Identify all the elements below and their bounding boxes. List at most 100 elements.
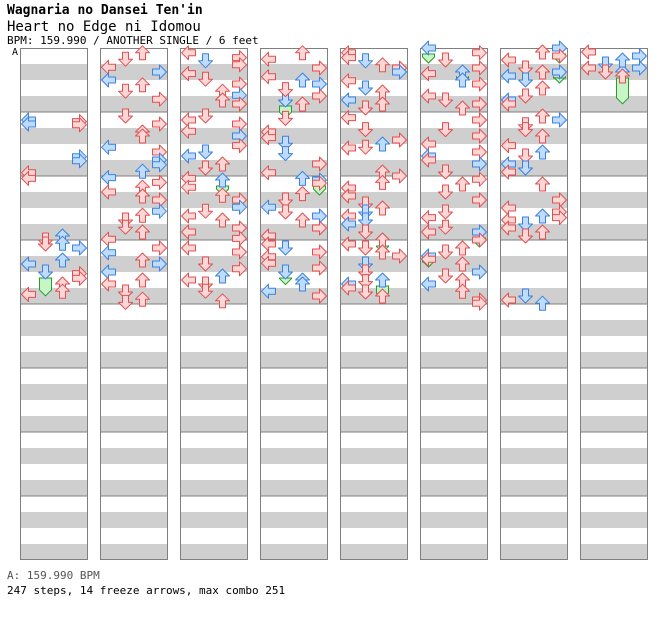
arrow-left-icon — [581, 60, 596, 76]
beat-stripe — [180, 224, 248, 240]
beat-stripe — [20, 288, 88, 304]
arrow-right-icon — [472, 45, 487, 61]
arrow-down-icon — [118, 219, 133, 235]
arrow-right-icon — [312, 60, 327, 76]
beat-stripe — [20, 480, 88, 496]
arrow-right-icon — [152, 64, 167, 80]
arrow-up-icon — [535, 108, 550, 124]
beat-stripe — [340, 160, 408, 176]
beat-stripe — [420, 352, 488, 368]
arrow-up-icon — [375, 57, 390, 73]
beat-stripe — [180, 384, 248, 400]
beat-stripe — [100, 128, 168, 144]
arrow-down-icon — [278, 82, 293, 98]
arrow-down-icon — [358, 240, 373, 256]
arrow-left-icon — [261, 283, 276, 299]
arrow-up-icon — [535, 176, 550, 192]
arrow-down-icon — [278, 240, 293, 256]
beat-stripe — [20, 192, 88, 208]
chart-column-3 — [180, 45, 248, 560]
arrow-up-icon — [375, 200, 390, 216]
arrow-up-icon — [135, 128, 150, 144]
beat-stripe — [500, 320, 568, 336]
beat-stripe — [180, 320, 248, 336]
bpm-marker: A — [12, 47, 19, 58]
arrow-up-icon — [535, 44, 550, 60]
beat-stripe — [420, 448, 488, 464]
arrow-left-icon — [181, 179, 196, 195]
arrow-left-icon — [501, 68, 516, 84]
arrow-right-icon — [312, 244, 327, 260]
arrow-left-icon — [341, 188, 356, 204]
arrow-down-icon — [278, 204, 293, 220]
chart-column-4 — [260, 45, 328, 560]
arrow-left-icon — [181, 224, 196, 240]
arrow-up-icon — [55, 283, 70, 299]
freeze-head-left-icon — [421, 40, 436, 56]
arrow-up-icon — [215, 268, 230, 284]
beat-stripe — [260, 384, 328, 400]
beat-stripe — [100, 416, 168, 432]
arrow-right-icon — [152, 157, 167, 173]
arrow-up-icon — [135, 252, 150, 268]
arrow-left-icon — [341, 50, 356, 66]
arrow-up-icon — [135, 77, 150, 93]
beat-stripe — [420, 512, 488, 528]
arrow-left-icon — [181, 45, 196, 61]
arrow-right-icon — [472, 171, 487, 187]
freeze-body — [279, 277, 292, 286]
arrow-right-icon — [472, 60, 487, 76]
freeze-arrow — [278, 264, 293, 286]
arrow-up-icon — [455, 100, 470, 116]
arrow-left-icon — [341, 73, 356, 89]
beat-stripe — [500, 480, 568, 496]
beat-stripe — [20, 384, 88, 400]
arrow-left-icon — [181, 240, 196, 256]
beat-stripe — [180, 416, 248, 432]
beat-stripe — [100, 448, 168, 464]
arrow-right-icon — [232, 57, 247, 73]
beat-stripe — [260, 128, 328, 144]
beat-stripe — [500, 128, 568, 144]
arrow-left-icon — [261, 51, 276, 67]
freeze-body — [422, 53, 435, 64]
freeze-head-down-icon — [38, 264, 53, 280]
beat-stripe — [340, 288, 408, 304]
freeze-body — [39, 277, 52, 297]
arrow-down-icon — [518, 160, 533, 176]
arrow-left-icon — [501, 164, 516, 180]
arrow-right-icon — [552, 48, 567, 64]
arrow-left-icon — [501, 292, 516, 308]
beat-stripe — [180, 288, 248, 304]
arrow-left-icon — [21, 286, 36, 302]
beat-stripe — [580, 480, 648, 496]
arrow-up-icon — [535, 80, 550, 96]
arrow-left-icon — [341, 92, 356, 108]
arrow-left-icon — [101, 245, 116, 261]
beat-stripe — [20, 544, 88, 560]
beat-stripe — [100, 160, 168, 176]
arrow-up-icon — [295, 212, 310, 228]
beat-stripe — [180, 352, 248, 368]
arrow-left-icon — [181, 272, 196, 288]
arrow-right-icon — [312, 156, 327, 172]
arrow-right-icon — [72, 117, 87, 133]
arrow-up-icon — [215, 293, 230, 309]
beat-stripe — [20, 224, 88, 240]
beat-stripe — [340, 480, 408, 496]
arrow-left-icon — [341, 110, 356, 126]
arrow-down-icon — [198, 144, 213, 160]
arrow-left-icon — [501, 138, 516, 154]
arrow-down-icon — [118, 51, 133, 67]
beat-stripe — [340, 352, 408, 368]
beat-stripe — [420, 224, 488, 240]
arrow-right-icon — [312, 288, 327, 304]
arrow-up-icon — [455, 72, 470, 88]
arrow-down-icon — [278, 146, 293, 162]
beat-stripe — [340, 512, 408, 528]
arrow-down-icon — [518, 122, 533, 138]
beat-stripe — [500, 512, 568, 528]
beat-stripe — [260, 544, 328, 560]
arrow-down-icon — [358, 139, 373, 155]
arrow-right-icon — [552, 210, 567, 226]
